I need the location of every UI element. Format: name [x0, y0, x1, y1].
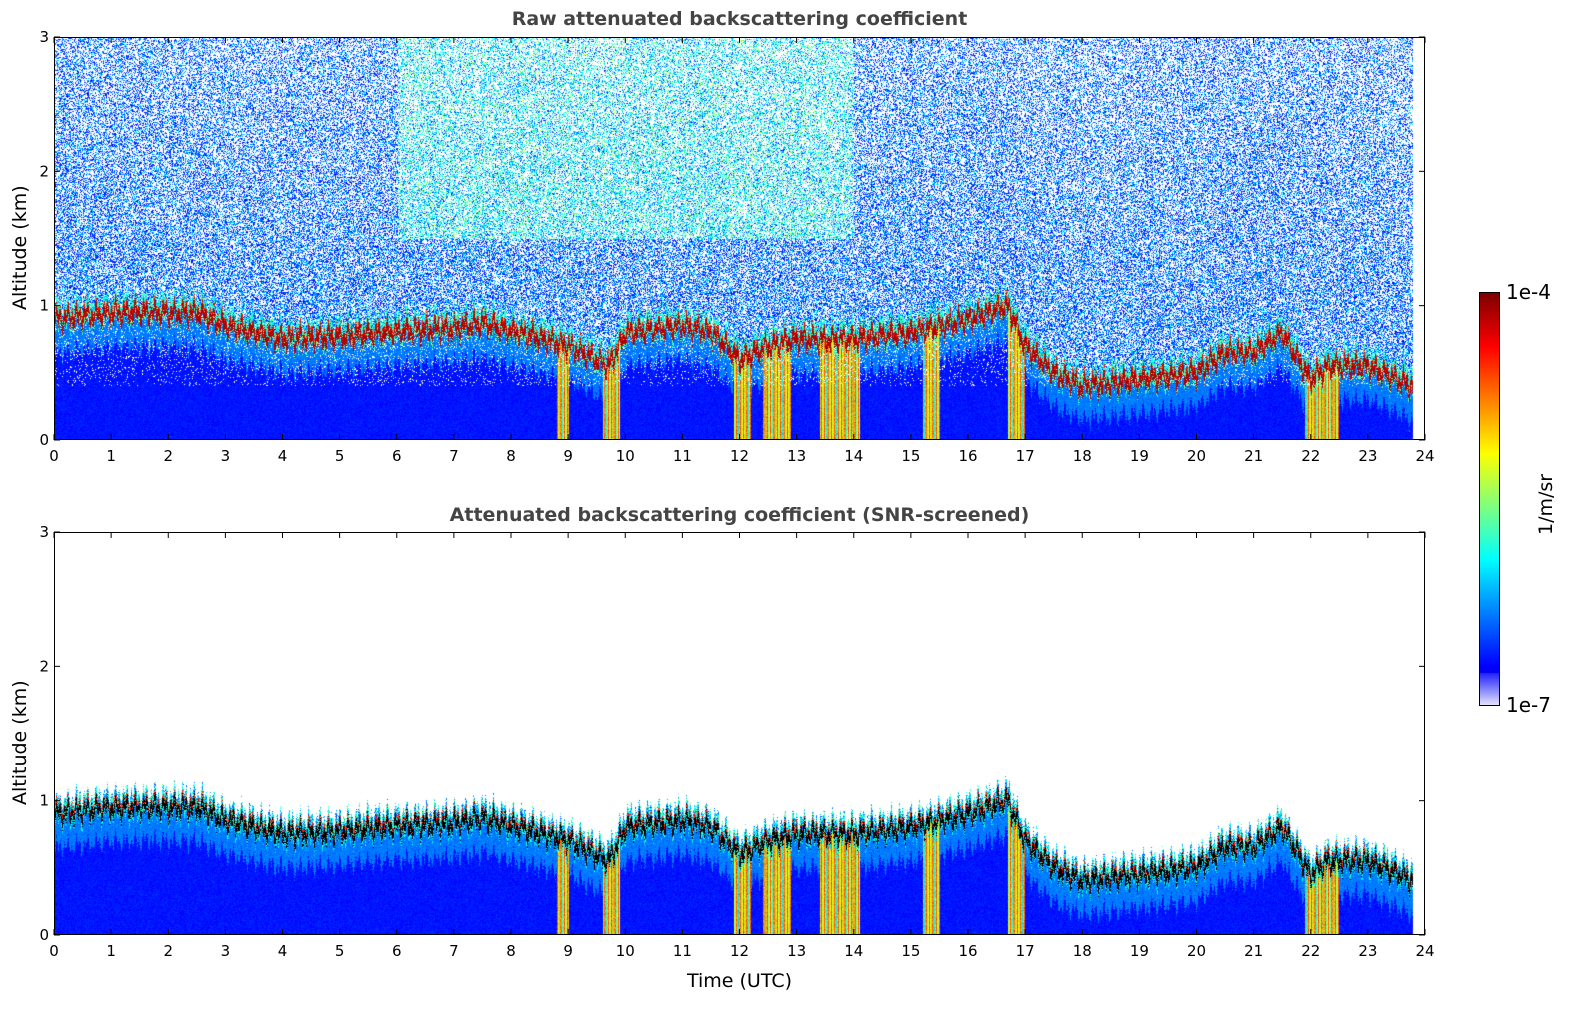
x-tick-label: 15	[901, 447, 920, 465]
x-tick-label: 5	[335, 447, 345, 465]
x-tick-label: 23	[1358, 447, 1377, 465]
x-tick-label: 3	[221, 447, 231, 465]
x-tick-label: 17	[1016, 942, 1035, 960]
x-tick-label: 0	[49, 942, 59, 960]
raw-backscatter-heatmap	[55, 38, 1424, 439]
y-tick-label: 0	[39, 926, 49, 944]
x-tick-label: 16	[958, 942, 977, 960]
y-tick-label: 2	[39, 162, 49, 180]
x-tick-label: 8	[506, 447, 516, 465]
y-tick-label: 1	[39, 297, 49, 315]
colorbar-min-label: 1e-7	[1506, 693, 1551, 717]
x-tick-label: 13	[787, 447, 806, 465]
x-tick-label: 23	[1358, 942, 1377, 960]
screened-backscatter-heatmap	[55, 533, 1424, 934]
x-tick-label: 1	[106, 942, 116, 960]
x-tick-label: 5	[335, 942, 345, 960]
y-tick-label: 3	[39, 28, 49, 46]
bottom-panel-title: Attenuated backscattering coefficient (S…	[449, 504, 1030, 526]
top-heatmap-plot	[54, 37, 1425, 440]
x-tick-label: 3	[221, 942, 231, 960]
y-tick-label: 2	[39, 657, 49, 675]
x-tick-label: 11	[673, 447, 692, 465]
x-tick-label: 0	[49, 447, 59, 465]
y-tick-label: 3	[39, 523, 49, 541]
colorbar-units-label: 1/m/sr	[1535, 473, 1557, 535]
x-tick-label: 16	[958, 447, 977, 465]
colorbar-max-label: 1e-4	[1506, 280, 1551, 304]
x-tick-label: 12	[730, 942, 749, 960]
x-tick-label: 7	[449, 447, 459, 465]
bottom-heatmap-plot	[54, 532, 1425, 935]
x-tick-label: 8	[506, 942, 516, 960]
x-tick-label: 7	[449, 942, 459, 960]
top-panel-title: Raw attenuated backscattering coefficien…	[511, 8, 968, 30]
colorbar	[1479, 292, 1500, 706]
x-tick-label: 9	[563, 942, 573, 960]
x-tick-label: 20	[1187, 447, 1206, 465]
colorbar-gradient	[1480, 293, 1499, 705]
x-tick-label: 17	[1016, 447, 1035, 465]
x-axis-label: Time (UTC)	[686, 970, 793, 992]
x-tick-label: 19	[1130, 942, 1149, 960]
x-tick-label: 11	[673, 942, 692, 960]
x-tick-label: 4	[278, 447, 288, 465]
y-tick-label: 0	[39, 431, 49, 449]
x-tick-label: 18	[1073, 942, 1092, 960]
x-tick-label: 24	[1415, 942, 1434, 960]
x-tick-label: 19	[1130, 447, 1149, 465]
x-tick-label: 21	[1244, 942, 1263, 960]
x-tick-label: 22	[1301, 942, 1320, 960]
x-tick-label: 12	[730, 447, 749, 465]
x-tick-label: 4	[278, 942, 288, 960]
x-tick-label: 13	[787, 942, 806, 960]
x-tick-label: 14	[844, 942, 863, 960]
x-tick-label: 2	[163, 447, 173, 465]
x-tick-label: 2	[163, 942, 173, 960]
x-tick-label: 10	[616, 447, 635, 465]
x-tick-label: 22	[1301, 447, 1320, 465]
x-tick-label: 15	[901, 942, 920, 960]
x-tick-label: 20	[1187, 942, 1206, 960]
x-tick-label: 6	[392, 447, 402, 465]
x-tick-label: 24	[1415, 447, 1434, 465]
y-tick-label: 1	[39, 792, 49, 810]
x-tick-label: 14	[844, 447, 863, 465]
x-tick-label: 9	[563, 447, 573, 465]
x-tick-label: 18	[1073, 447, 1092, 465]
x-tick-label: 6	[392, 942, 402, 960]
x-tick-label: 21	[1244, 447, 1263, 465]
x-tick-label: 10	[616, 942, 635, 960]
x-tick-label: 1	[106, 447, 116, 465]
